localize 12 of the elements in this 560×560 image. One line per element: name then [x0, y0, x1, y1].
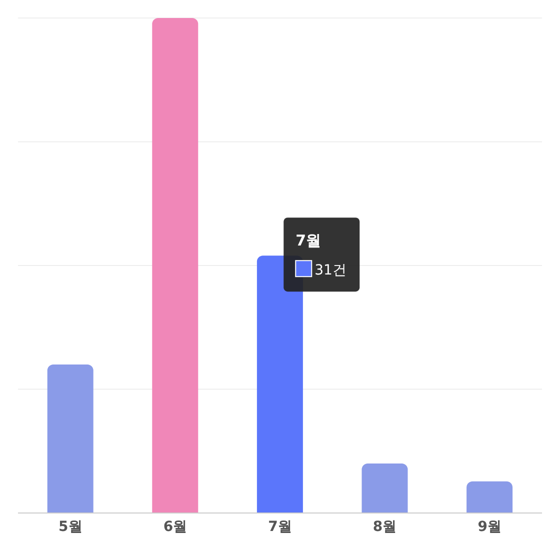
annotation: 31건 — [314, 262, 346, 279]
bar — [466, 481, 513, 513]
x-tick-label: 5월 — [58, 518, 82, 535]
bar — [152, 18, 198, 513]
bar — [256, 256, 303, 513]
x-tick-label: 8월 — [372, 518, 397, 535]
x-tick-label: 9월 — [478, 518, 502, 535]
bar — [47, 364, 94, 513]
x-tick-label: 6월 — [163, 518, 188, 535]
annotation: 7월 — [296, 232, 322, 250]
bar — [362, 464, 408, 513]
x-tick-label: 7월 — [268, 518, 292, 535]
